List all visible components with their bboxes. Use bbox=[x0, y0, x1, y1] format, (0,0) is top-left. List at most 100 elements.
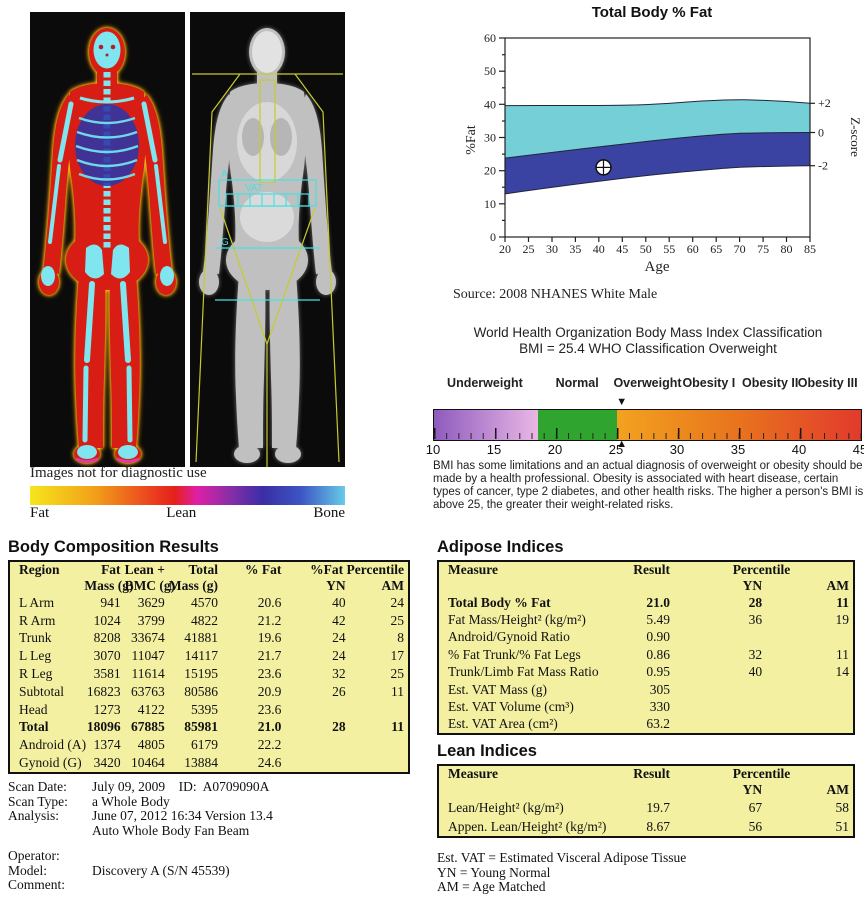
cell-total-mass: 4570 bbox=[191, 594, 219, 610]
table-row: Gynoid (G) 3420 10464 13884 24.6 bbox=[9, 754, 409, 773]
table-row: Android/Gynoid Ratio 0.90 bbox=[438, 629, 854, 646]
cell-yn bbox=[674, 629, 766, 646]
cell-pct-fat: 23.6 bbox=[257, 666, 282, 682]
col-fat: Fat bbox=[101, 562, 121, 577]
cell-lean-bmc: 33674 bbox=[131, 630, 165, 646]
body-composition-header: Region Fat Lean + Total % Fat %Fat Perce… bbox=[9, 561, 409, 594]
cell-measure: Est. VAT Volume (cm³) bbox=[448, 699, 574, 715]
bmi-category-label: Underweight bbox=[447, 376, 523, 390]
z-tick: -2 bbox=[818, 159, 828, 173]
tissue-legend-labels: Fat Lean Bone bbox=[30, 505, 345, 522]
cell-lean-bmc: 4805 bbox=[137, 737, 165, 753]
table-row: R Leg 3581 11614 15195 23.6 32 25 bbox=[9, 665, 409, 683]
body-composition-title: Body Composition Results bbox=[8, 538, 219, 556]
table-row: Trunk 8208 33674 41881 19.6 24 8 bbox=[9, 630, 409, 648]
scan-info-row: Comment: bbox=[8, 877, 273, 893]
y-tick: 30 bbox=[484, 131, 496, 145]
cell-total-mass: 41881 bbox=[184, 630, 219, 646]
table-row: L Arm 941 3629 4570 20.6 40 24 bbox=[9, 594, 409, 612]
cell-total-mass: 14117 bbox=[184, 648, 219, 664]
x-tick: 85 bbox=[804, 242, 816, 256]
patient-data-point bbox=[595, 159, 612, 176]
footnote-line: YN = Young Normal bbox=[437, 864, 551, 880]
bmi-scale-tick: 20 bbox=[547, 442, 563, 457]
table-row: Trunk/Limb Fat Mass Ratio 0.95 40 14 bbox=[438, 664, 854, 681]
footnote-line: AM = Age Matched bbox=[437, 879, 546, 894]
x-tick: 75 bbox=[757, 242, 769, 256]
cell-yn: 32 bbox=[332, 666, 346, 682]
table-row: Est. VAT Volume (cm³) 330 bbox=[438, 698, 854, 715]
cell-region: R Leg bbox=[19, 666, 53, 682]
cell-region: Total bbox=[19, 719, 49, 735]
cell-measure: Total Body % Fat bbox=[448, 594, 551, 610]
scan-info-row: Scan Date: July 09, 2009 ID: A0709090A bbox=[8, 779, 273, 795]
cell-am: 14 bbox=[835, 664, 850, 680]
col-pctfat-percentile: %Fat Percentile bbox=[310, 562, 404, 577]
cell-yn: 24 bbox=[332, 630, 346, 646]
bmi-marker-up-icon: ▲ bbox=[616, 438, 628, 450]
scan-info-label: Comment: bbox=[8, 877, 65, 892]
cell-fat-mass: 3581 bbox=[93, 666, 121, 682]
cell-yn bbox=[674, 716, 766, 734]
cell-am: 25 bbox=[390, 666, 405, 682]
cell-yn: 40 bbox=[332, 594, 346, 610]
legend-label-lean: Lean bbox=[166, 505, 197, 521]
cell-fat-mass: 1374 bbox=[93, 737, 121, 753]
y-tick: 50 bbox=[484, 64, 496, 78]
cell-yn bbox=[285, 736, 349, 754]
scan-info: Scan Date: July 09, 2009 ID: A0709090A S… bbox=[8, 779, 273, 893]
col-pctfat: % Fat bbox=[244, 562, 282, 577]
cell-am bbox=[350, 754, 409, 773]
scan-info-label: Analysis: bbox=[8, 808, 60, 823]
cell-fat-mass: 16823 bbox=[86, 683, 121, 699]
cell-pct-fat: 20.9 bbox=[257, 683, 282, 699]
x-tick: 50 bbox=[640, 242, 652, 256]
scan-info-label: Scan Date: bbox=[8, 779, 67, 794]
scan-info-row: Scan Type: a Whole Body bbox=[8, 794, 273, 810]
cell-pct-fat: 21.0 bbox=[257, 719, 282, 735]
tissue-color-legend-bar bbox=[30, 486, 345, 505]
adipose-indices-title: Adipose Indices bbox=[437, 538, 564, 556]
table-row: Subtotal 16823 63763 80586 20.9 26 11 bbox=[9, 683, 409, 701]
who-heading-line2: BMI = 25.4 WHO Classification Overweight bbox=[519, 341, 777, 356]
col-yn: YN bbox=[326, 578, 346, 593]
x-tick: 30 bbox=[546, 242, 558, 256]
cell-result: 19.7 bbox=[646, 799, 671, 815]
cell-region: Gynoid (G) bbox=[19, 755, 82, 771]
bmi-classification-scale: Underweight Normal Overweight Obesity I Obes… bbox=[426, 376, 864, 462]
y-tick: 20 bbox=[484, 164, 496, 178]
cell-yn: 32 bbox=[748, 646, 763, 662]
x-tick: 65 bbox=[710, 242, 722, 256]
cell-total-mass: 85981 bbox=[184, 719, 219, 735]
x-tick: 45 bbox=[616, 242, 628, 256]
cell-yn: 36 bbox=[748, 612, 763, 628]
y2-axis-label: Z-score bbox=[848, 117, 863, 157]
cell-am bbox=[350, 736, 409, 754]
who-classification-heading: World Health Organization Body Mass Inde… bbox=[433, 325, 863, 357]
cell-yn: 56 bbox=[748, 818, 763, 834]
cell-region: Head bbox=[19, 701, 48, 717]
y-tick: 10 bbox=[484, 197, 496, 211]
cell-fat-mass: 941 bbox=[100, 594, 121, 610]
table-row: Est. VAT Area (cm²) 63.2 bbox=[438, 716, 854, 734]
cell-result: 5.49 bbox=[646, 612, 671, 628]
scan-info-value: June 07, 2012 16:34 Version 13.4 bbox=[92, 808, 273, 823]
bmi-minor-ticks bbox=[434, 433, 861, 439]
bmi-footnote: BMI has some limitations and an actual d… bbox=[433, 460, 864, 511]
cell-am: 11 bbox=[836, 646, 849, 662]
cell-total-mass: 80586 bbox=[184, 683, 219, 699]
cell-pct-fat: 21.7 bbox=[257, 648, 282, 664]
cell-am: 11 bbox=[391, 719, 404, 735]
body-composition-table: Region Fat Lean + Total % Fat %Fat Perce… bbox=[8, 560, 410, 774]
cell-total-mass: 4822 bbox=[191, 612, 219, 628]
cell-fat-mass: 8208 bbox=[93, 630, 121, 646]
x-tick: 60 bbox=[687, 242, 699, 256]
cell-result: 63.2 bbox=[646, 716, 671, 732]
bmi-category-label: Overweight bbox=[613, 376, 682, 390]
bmi-scale-tick: 30 bbox=[669, 442, 685, 457]
col-lean: Lean + bbox=[124, 562, 165, 577]
cell-measure: % Fat Trunk/% Fat Legs bbox=[448, 646, 581, 662]
cell-am: 25 bbox=[390, 612, 405, 628]
cell-lean-bmc: 4122 bbox=[137, 701, 165, 717]
cell-region: L Arm bbox=[19, 594, 55, 610]
